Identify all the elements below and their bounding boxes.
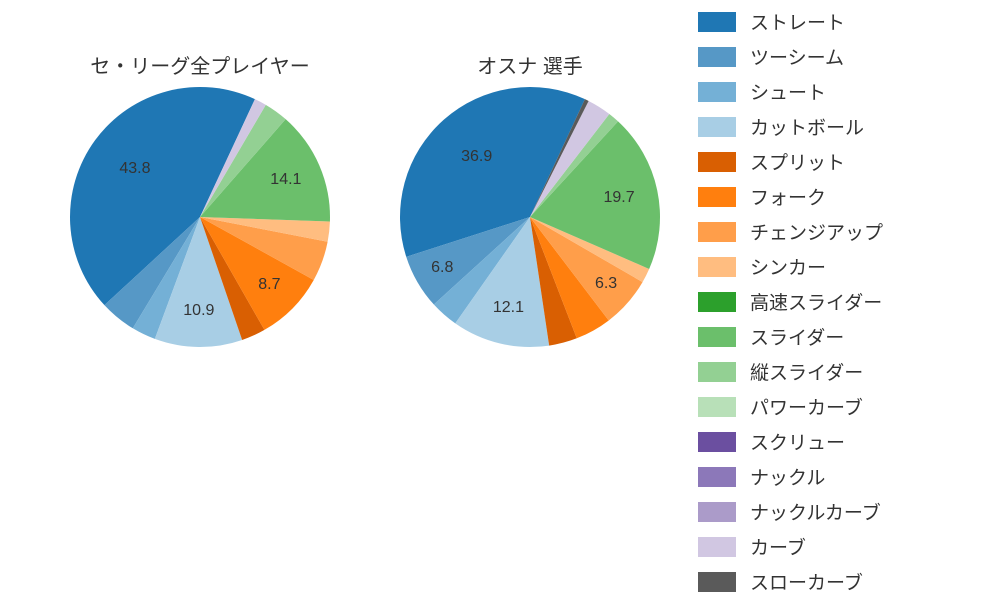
legend-item-curve: カーブ	[698, 529, 988, 564]
legend-item-vert_slider: 縦スライダー	[698, 354, 988, 389]
legend-label-vert_slider: 縦スライダー	[750, 358, 863, 385]
legend-swatch-vert_slider	[698, 362, 736, 382]
legend-label-slider: スライダー	[750, 323, 844, 350]
legend-swatch-power_curve	[698, 397, 736, 417]
legend-swatch-screw	[698, 432, 736, 452]
legend-label-fast_slider: 高速スライダー	[750, 288, 882, 315]
legend-item-knuckle: ナックル	[698, 459, 988, 494]
legend-swatch-knuckle_curve	[698, 502, 736, 522]
legend-swatch-curve	[698, 537, 736, 557]
legend-label-curve: カーブ	[750, 533, 806, 560]
legend-swatch-sinker	[698, 257, 736, 277]
charts-area: セ・リーグ全プレイヤー43.810.98.714.1オスナ 選手36.96.81…	[0, 0, 680, 600]
legend: ストレートツーシームシュートカットボールスプリットフォークチェンジアップシンカー…	[698, 4, 988, 599]
legend-item-power_curve: パワーカーブ	[698, 389, 988, 424]
legend-swatch-two_seam	[698, 47, 736, 67]
legend-item-fork: フォーク	[698, 179, 988, 214]
legend-label-two_seam: ツーシーム	[750, 43, 844, 70]
legend-item-knuckle_curve: ナックルカーブ	[698, 494, 988, 529]
legend-swatch-slider	[698, 327, 736, 347]
legend-label-knuckle_curve: ナックルカーブ	[750, 498, 881, 525]
legend-item-sinker: シンカー	[698, 249, 988, 284]
legend-label-changeup: チェンジアップ	[750, 218, 883, 245]
chart-league: セ・リーグ全プレイヤー 43.810.98.714.1	[40, 50, 360, 347]
legend-item-two_seam: ツーシーム	[698, 39, 988, 74]
legend-label-knuckle: ナックル	[750, 463, 825, 490]
legend-swatch-split	[698, 152, 736, 172]
pie-league: 43.810.98.714.1	[70, 87, 330, 347]
legend-swatch-knuckle	[698, 467, 736, 487]
legend-item-screw: スクリュー	[698, 424, 988, 459]
legend-swatch-cutball	[698, 117, 736, 137]
legend-item-straight: ストレート	[698, 4, 988, 39]
legend-label-slow_curve: スローカーブ	[750, 568, 863, 595]
chart-title-league: セ・リーグ全プレイヤー	[40, 50, 360, 79]
legend-swatch-slow_curve	[698, 572, 736, 592]
legend-label-fork: フォーク	[750, 183, 826, 210]
legend-item-cutball: カットボール	[698, 109, 988, 144]
legend-item-changeup: チェンジアップ	[698, 214, 988, 249]
chart-player: オスナ 選手 36.96.812.16.319.7	[370, 50, 690, 347]
legend-item-slow_curve: スローカーブ	[698, 564, 988, 599]
legend-swatch-straight	[698, 12, 736, 32]
chart-title-player: オスナ 選手	[370, 50, 690, 79]
legend-swatch-fast_slider	[698, 292, 736, 312]
legend-item-shoot: シュート	[698, 74, 988, 109]
legend-label-sinker: シンカー	[750, 253, 826, 280]
pie-player: 36.96.812.16.319.7	[400, 87, 660, 347]
legend-item-fast_slider: 高速スライダー	[698, 284, 988, 319]
legend-label-power_curve: パワーカーブ	[750, 393, 863, 420]
legend-label-shoot: シュート	[750, 78, 826, 105]
legend-label-straight: ストレート	[750, 8, 845, 35]
chart-container: セ・リーグ全プレイヤー 43.810.98.714.1 オスナ 選手 36.96.81…	[0, 0, 1000, 600]
legend-label-cutball: カットボール	[750, 113, 864, 140]
legend-swatch-shoot	[698, 82, 736, 102]
legend-label-screw: スクリュー	[750, 428, 845, 455]
legend-swatch-changeup	[698, 222, 736, 242]
legend-label-split: スプリット	[750, 148, 845, 175]
legend-item-split: スプリット	[698, 144, 988, 179]
legend-swatch-fork	[698, 187, 736, 207]
legend-item-slider: スライダー	[698, 319, 988, 354]
